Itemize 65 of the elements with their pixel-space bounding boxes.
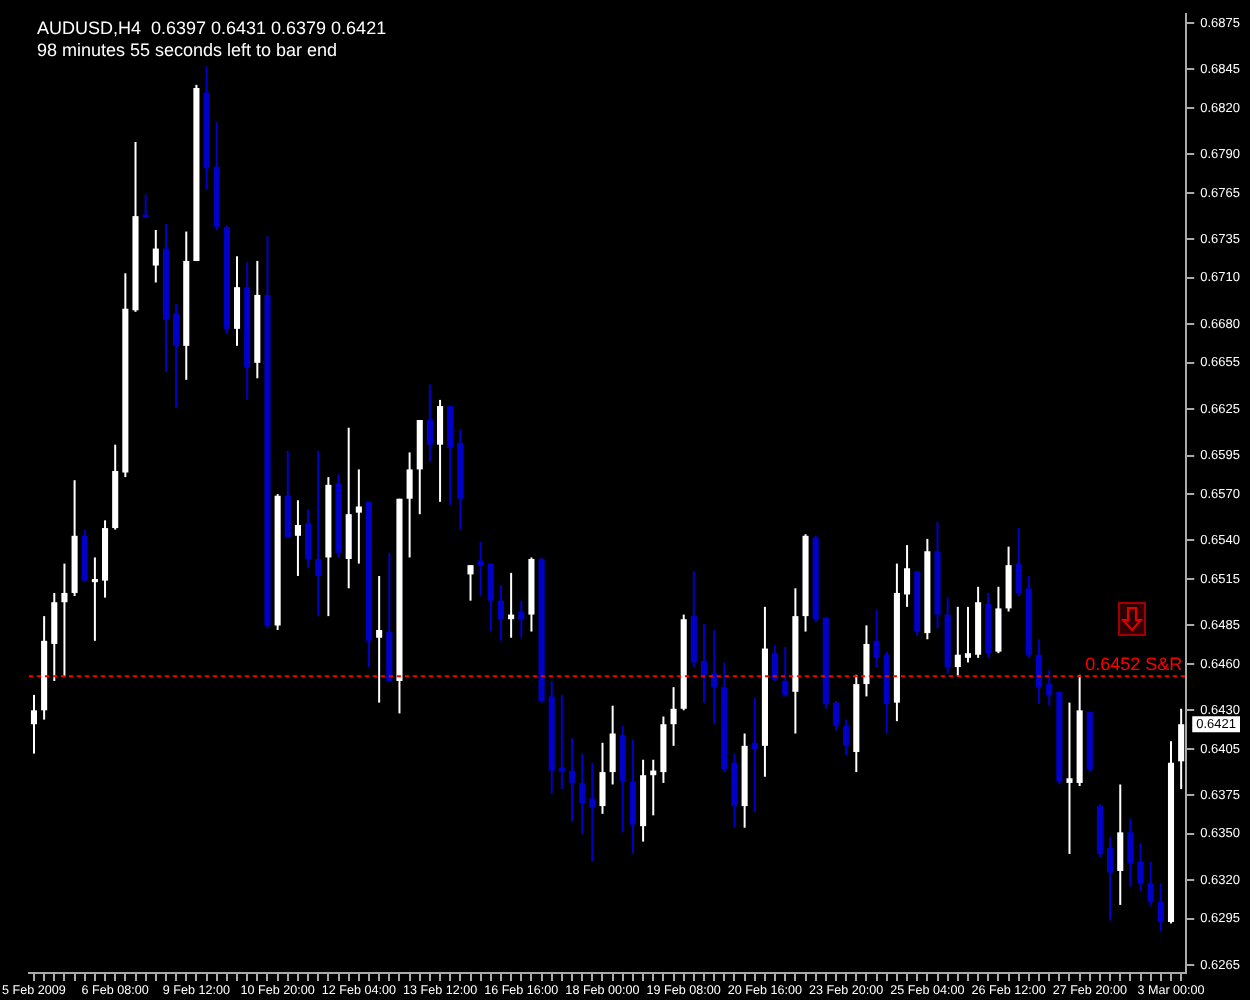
candlestick: [1147, 860, 1154, 908]
candlestick: [904, 544, 911, 608]
candlestick: [447, 405, 454, 506]
candlestick: [497, 584, 505, 642]
candlestick: [772, 644, 779, 682]
candlestick: [579, 752, 586, 835]
candlestick: [629, 738, 636, 855]
candlestick: [305, 508, 312, 570]
candlestick: [30, 693, 38, 755]
candlestick: [142, 193, 149, 219]
candlestick: [954, 605, 961, 678]
candlestick: [1066, 701, 1073, 855]
candlestick: [700, 622, 708, 704]
candlestick: [964, 605, 972, 664]
candlestick: [173, 303, 180, 409]
candlestick: [1137, 842, 1144, 893]
candlestick: [569, 737, 576, 823]
candlestick: [843, 718, 850, 757]
candlestick: [660, 715, 667, 784]
candlestick: [1178, 707, 1185, 791]
text: 98 minutes 55 seconds left to bar end: [36, 39, 338, 60]
candlestick: [1096, 803, 1103, 859]
candlestick: [487, 562, 494, 633]
candlestick: [81, 528, 88, 584]
candlestick: [1005, 545, 1012, 613]
candlestick: [670, 686, 677, 747]
chart-title: AUDUSD,H4 0.6397 0.6431 0.6379 0.6421: [36, 17, 387, 38]
candlestick: [233, 255, 241, 347]
candlestick: [152, 229, 159, 284]
candlestick: [782, 646, 789, 698]
candlestick: [609, 704, 616, 786]
candlestick: [1157, 882, 1164, 933]
candlestick: [284, 449, 291, 539]
candlestick: [91, 556, 98, 642]
candlestick: [619, 724, 626, 834]
candlestick: [832, 700, 840, 732]
candlestick: [294, 499, 301, 577]
candlestick: [711, 629, 718, 726]
candlestick: [467, 564, 474, 602]
candlestick: [1046, 669, 1053, 707]
candlestick: [731, 752, 738, 829]
candlestick: [751, 696, 758, 814]
candlestick: [437, 398, 444, 503]
candlestick: [376, 574, 383, 704]
candlestick: [518, 599, 525, 639]
candlestick: [406, 451, 413, 559]
candlestick: [61, 562, 68, 678]
candlestick: [1015, 527, 1022, 598]
candlestick: [589, 761, 596, 863]
candlestick: [345, 426, 352, 590]
candlestick: [863, 624, 870, 698]
candlestick: [995, 585, 1002, 655]
candlestick: [315, 449, 322, 618]
candlestick: [599, 741, 606, 815]
ref-line-label: 0.6452 S&R: [1085, 654, 1184, 675]
candlestick: [355, 468, 362, 565]
candlestick: [558, 693, 565, 791]
candlestick: [690, 570, 697, 669]
candlestick: [1127, 817, 1134, 888]
candlestick: [426, 383, 433, 463]
candlestick: [51, 591, 58, 682]
candlestick: [1107, 835, 1114, 922]
candlestick: [1117, 783, 1124, 906]
candlestick: [1035, 638, 1043, 706]
candlestick: [873, 608, 880, 669]
